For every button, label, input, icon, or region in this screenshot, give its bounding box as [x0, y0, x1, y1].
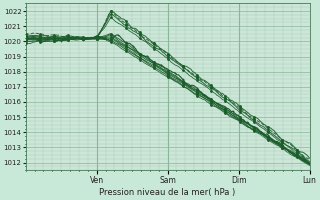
- X-axis label: Pression niveau de la mer( hPa ): Pression niveau de la mer( hPa ): [100, 188, 236, 197]
